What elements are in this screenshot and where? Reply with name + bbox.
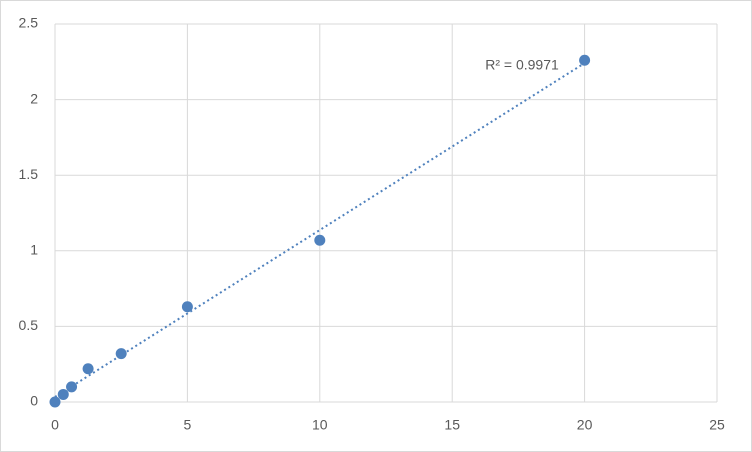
data-point [115, 348, 127, 360]
y-tick-label: 0 [30, 393, 38, 409]
y-tick-label: 0.5 [19, 317, 39, 333]
x-tick-label: 15 [444, 417, 460, 433]
data-point [57, 388, 69, 400]
x-tick-label: 5 [184, 417, 192, 433]
y-tick-label: 1.5 [19, 166, 39, 182]
data-point [314, 234, 326, 246]
y-tick-label: 2 [30, 90, 38, 106]
data-point [66, 381, 78, 393]
data-point [49, 396, 61, 408]
y-tick-label: 1 [30, 242, 38, 258]
marks [49, 54, 591, 408]
trendline [54, 62, 586, 398]
x-tick-label: 20 [577, 417, 593, 433]
x-tick-label: 10 [312, 417, 328, 433]
data-point [181, 301, 193, 313]
data-point [82, 363, 94, 375]
data-point [579, 54, 591, 66]
x-tick-label: 25 [709, 417, 725, 433]
r-squared-annotation: R² = 0.9971 [485, 57, 559, 73]
y-tick-label: 2.5 [19, 15, 39, 31]
x-tick-label: 0 [51, 417, 59, 433]
